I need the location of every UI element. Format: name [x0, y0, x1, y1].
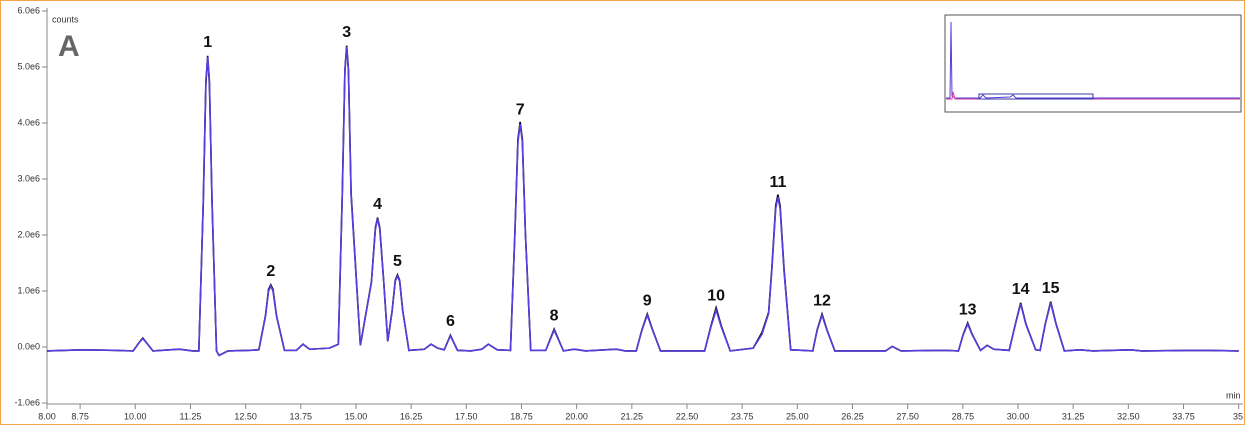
y-axis-label: counts — [52, 14, 79, 24]
x-tick-label: 18.75 — [510, 411, 533, 421]
trace — [46, 46, 1239, 357]
ticks — [42, 10, 1240, 409]
inset-window — [978, 93, 1094, 100]
x-tick-label: 25.00 — [786, 411, 809, 421]
peak-label: 9 — [643, 292, 652, 309]
peak-label: 13 — [959, 301, 977, 318]
x-tick-label: 31.25 — [1062, 411, 1085, 421]
x-tick-label: 15.00 — [345, 411, 368, 421]
x-tick-label: 10.00 — [124, 411, 147, 421]
x-tick-label: 26.25 — [841, 411, 864, 421]
panel-label: A — [58, 30, 80, 63]
x-tick-label: 12.50 — [234, 411, 257, 421]
y-tick-label: 6.0e6 — [17, 5, 40, 15]
x-tick-label: 27.50 — [896, 411, 919, 421]
x-tick-label: 13.75 — [290, 411, 313, 421]
peak-label: 6 — [446, 313, 455, 330]
peak-label: 4 — [373, 196, 382, 213]
x-tick-label: 21.25 — [621, 411, 644, 421]
y-tick-label: 5.0e6 — [17, 61, 40, 71]
x-tick-label: 35 — [1233, 411, 1243, 421]
x-tick-label: 33.75 — [1172, 411, 1195, 421]
peak-label: 11 — [769, 174, 786, 191]
x-tick-label: 11.25 — [180, 411, 202, 421]
peak-label: 3 — [342, 24, 351, 41]
peak-label: 5 — [393, 253, 402, 270]
x-axis-label: min — [1226, 390, 1241, 400]
peak-label: 14 — [1012, 281, 1030, 298]
y-tick-label: 3.0e6 — [17, 173, 40, 183]
inset-trace — [946, 21, 1240, 99]
x-tick-label: 17.50 — [455, 411, 478, 421]
x-tick-label: 22.50 — [676, 411, 699, 421]
peak-label: 8 — [550, 307, 559, 324]
peak-label: 15 — [1042, 280, 1060, 297]
y-tick-label: 0.0e0 — [17, 341, 40, 351]
peak-label: 12 — [813, 292, 831, 309]
x-tick-label: 8.75 — [71, 411, 89, 421]
y-tick-label: -1.0e6 — [14, 397, 40, 407]
y-tick-label: 4.0e6 — [17, 117, 40, 127]
peak-label: 10 — [707, 287, 725, 304]
overview-inset — [944, 14, 1242, 113]
peak-label: 2 — [266, 263, 275, 280]
x-tick-label: 16.25 — [400, 411, 423, 421]
x-tick-label: 23.75 — [731, 411, 754, 421]
x-tick-label: 8.00 — [38, 411, 56, 421]
x-tick-label: 30.00 — [1007, 411, 1030, 421]
y-tick-label: 1.0e6 — [17, 285, 40, 295]
x-tick-label: 28.75 — [952, 411, 975, 421]
y-tick-label: 2.0e6 — [17, 229, 40, 239]
x-tick-label: 32.50 — [1117, 411, 1140, 421]
x-tick-label: 20.00 — [565, 411, 588, 421]
peak-label: 1 — [203, 34, 212, 51]
peak-label: 7 — [516, 101, 525, 118]
